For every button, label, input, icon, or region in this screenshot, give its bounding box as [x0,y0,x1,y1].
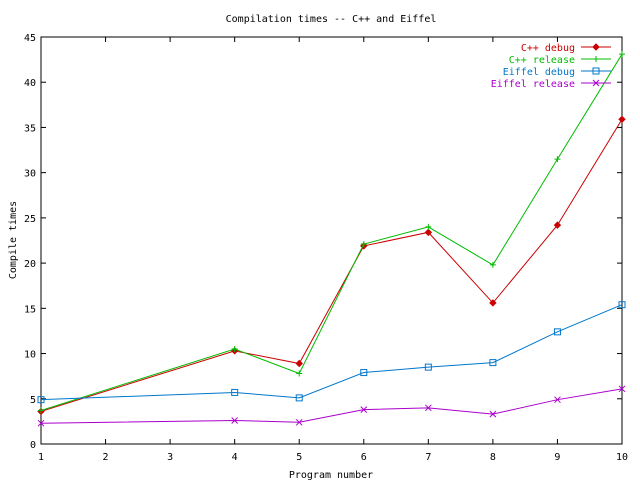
data-point [360,369,368,377]
x-tick-label: 1 [38,452,44,463]
data-point [231,417,239,424]
legend-marker [592,67,600,75]
data-point [489,359,497,367]
legend-label: Eiffel debug [503,67,575,78]
data-point [295,359,303,368]
legend-label: C++ debug [521,43,575,54]
data-point [554,156,561,163]
legend-label: Eiffel release [491,79,575,90]
data-point [295,394,303,402]
data-point [360,406,368,413]
data-point [37,419,45,427]
data-point [618,301,626,309]
data-point [553,221,562,229]
x-tick-label: 5 [296,452,302,463]
data-point [618,385,626,393]
data-point [554,396,561,404]
data-point [489,299,497,307]
x-tick-label: 2 [103,452,109,463]
x-tick-label: 9 [554,452,560,463]
y-tick-label: 5 [30,395,36,406]
y-tick-label: 15 [24,304,36,315]
data-point [37,396,45,404]
y-tick-label: 25 [24,214,36,225]
y-tick-label: 20 [24,259,36,270]
x-tick-label: 7 [425,452,431,463]
x-tick-label: 8 [490,452,496,463]
y-tick-label: 45 [24,33,36,44]
data-point [231,388,239,396]
data-point [619,51,625,58]
legend-marker [592,43,600,51]
x-tick-label: 6 [361,452,367,463]
legend-label: C++ release [509,55,575,66]
series-line [40,388,623,424]
data-point [295,418,303,426]
data-point [424,404,432,412]
series-group [37,51,626,427]
data-point [489,410,497,418]
legend-marker [593,56,599,62]
data-point [360,241,367,248]
y-tick-label: 40 [24,78,36,89]
data-point [424,363,432,371]
x-axis-label: Program number [289,470,373,480]
series-line [40,304,623,401]
plot-frame [40,36,623,445]
series-line [40,119,623,412]
data-point [489,261,496,268]
data-point [231,346,238,353]
x-tick-label: 4 [232,452,238,463]
y-axis-label: Compile times [8,201,19,279]
data-point [553,328,561,336]
y-tick-label: 35 [24,123,36,134]
x-tick-label: 10 [616,452,628,463]
chart-title: Compilation times -- C++ and Eiffel [226,14,437,25]
legend-marker [592,79,600,87]
y-tick-label: 0 [30,440,36,451]
data-point [424,228,433,237]
data-point [296,370,303,377]
y-tick-label: 30 [24,169,36,180]
x-tick-label: 3 [167,452,173,463]
y-tick-label: 10 [24,350,36,361]
data-point [425,223,432,230]
series-line [40,53,623,412]
data-point [38,407,44,414]
data-point [618,115,626,124]
